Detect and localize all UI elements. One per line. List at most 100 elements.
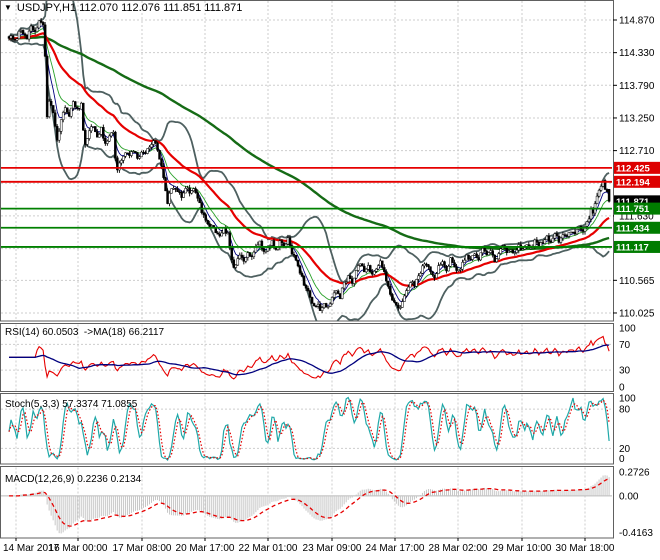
stoch-main-line (8, 396, 610, 461)
candle-body (104, 138, 107, 144)
candle-body (19, 30, 23, 32)
candle-body (174, 188, 177, 190)
main-pane[interactable] (0, 0, 614, 335)
candle-body (507, 250, 510, 253)
candle-body (192, 188, 195, 192)
rsi-pane[interactable] (0, 323, 614, 392)
candle-body (409, 282, 412, 288)
stoch-tick-label: 80 (619, 405, 631, 416)
candle-body (473, 253, 476, 256)
time-tick-label: 16 Mar 00:00 (49, 543, 108, 554)
candle-body (447, 266, 450, 272)
candle-body (69, 107, 73, 117)
candle-body (266, 247, 270, 252)
candle-body (25, 35, 29, 40)
candle-body (94, 126, 97, 133)
candle-body (208, 223, 211, 227)
candle-body (176, 188, 179, 192)
candle-body (437, 265, 440, 274)
candle-body (433, 274, 436, 279)
candle-body (509, 249, 512, 252)
candle-body (521, 248, 525, 251)
candle-body (595, 195, 599, 204)
candle-body (45, 55, 49, 118)
candle-body (108, 135, 111, 142)
candle-body (467, 254, 470, 260)
candle-body (585, 221, 589, 227)
candle-body (495, 258, 498, 263)
candle-body (218, 233, 221, 237)
candle-body (607, 189, 611, 202)
candle-body (451, 257, 454, 263)
candle-body (441, 261, 444, 265)
stoch-pane[interactable] (0, 393, 614, 465)
symbol-dropdown-icon[interactable]: ▼ (4, 3, 12, 12)
candle-body (348, 275, 352, 280)
candle-body (312, 303, 316, 306)
support-badge: 111.434 (616, 223, 650, 234)
candle-body (55, 126, 59, 141)
candle-body (77, 107, 81, 110)
candle-body (7, 36, 11, 39)
macd-pane[interactable] (0, 466, 614, 539)
time-tick-label: 29 Mar 10:00 (493, 543, 552, 554)
candle-body (318, 303, 322, 311)
support-badge-bg (614, 221, 660, 234)
candle-body (411, 281, 414, 283)
candle-body (73, 101, 77, 107)
price-axis[interactable]: 114.870 114.330 113.790 113.250 112.710 111.6… (613, 16, 660, 540)
candle-body (284, 243, 288, 247)
candle-body (569, 231, 573, 234)
candle-body (541, 242, 545, 244)
candle-body (417, 275, 420, 280)
candle-body (166, 190, 169, 204)
candle-body (581, 229, 585, 232)
rsi-ma-line (9, 344, 610, 376)
resistance-badge-bg (614, 161, 660, 174)
candle-body (118, 162, 121, 171)
candle-body (120, 160, 123, 164)
candle-body (497, 253, 500, 260)
candle-body (413, 281, 416, 287)
candle-body (393, 299, 396, 303)
candle-body (47, 100, 51, 118)
candle-body (364, 268, 368, 273)
price-tick-label: 113.790 (619, 81, 655, 92)
candle-body (324, 303, 328, 308)
candle-body (65, 107, 69, 113)
rsi-tick-label: 100 (619, 324, 636, 335)
candle-body (98, 134, 101, 138)
candle-body (407, 286, 410, 291)
candle-body (439, 264, 442, 266)
stoch-tick-label: 100 (619, 394, 636, 405)
price-tick-label: 114.870 (619, 16, 655, 27)
candle-body (190, 190, 193, 194)
candle-body (31, 25, 35, 31)
candle-body (565, 235, 569, 237)
candle-body (206, 220, 209, 225)
candle-body (248, 252, 252, 256)
current-price-badge: 111.871 (616, 197, 650, 208)
candle-body (551, 238, 555, 243)
candle-body (59, 119, 63, 132)
time-tick-label: 24 Mar 17:00 (366, 543, 425, 554)
candle-body (499, 248, 502, 254)
candle-body (330, 297, 334, 305)
candle-body (322, 303, 326, 308)
candle-body (477, 257, 480, 261)
candle-body (463, 259, 466, 263)
candle-body (296, 259, 300, 267)
candle-body (150, 144, 153, 148)
candle-body (132, 151, 135, 153)
candle-body (160, 159, 163, 167)
candle-body (599, 186, 603, 191)
candle-body (545, 235, 549, 240)
candle-body (202, 212, 205, 215)
candle-body (587, 218, 591, 222)
candle-body (493, 254, 496, 263)
candle-body (280, 240, 284, 244)
candle-body (479, 252, 482, 261)
candle-body (547, 235, 551, 242)
candle-body (461, 262, 464, 270)
